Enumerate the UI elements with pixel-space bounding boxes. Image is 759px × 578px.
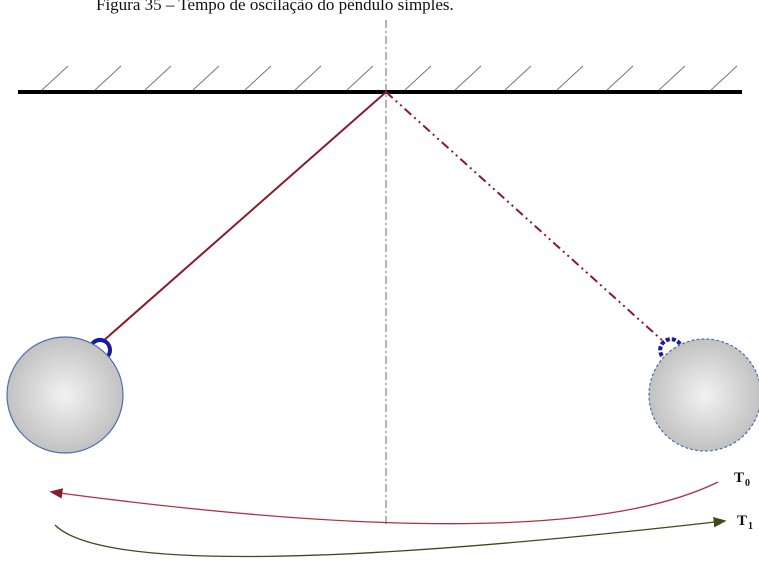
hatching (42, 66, 737, 90)
caption: Figura 35 – Tempo de oscilação do pêndul… (96, 0, 454, 14)
label-t1-sub: 1 (748, 521, 753, 532)
string-left (102, 92, 386, 342)
arrow-t1 (55, 521, 724, 557)
label-t0-sub: 0 (745, 478, 750, 489)
diagram: Figura 35 – Tempo de oscilação do pêndul… (0, 0, 759, 578)
bob-left (7, 337, 123, 453)
bob-right (649, 339, 759, 451)
label-t0: T (734, 470, 744, 486)
page: {"caption": "Figura 35 – Tempo de oscila… (0, 0, 759, 578)
label-t1: T (737, 513, 747, 529)
string-right (386, 92, 664, 342)
arrow-t0 (52, 482, 718, 524)
